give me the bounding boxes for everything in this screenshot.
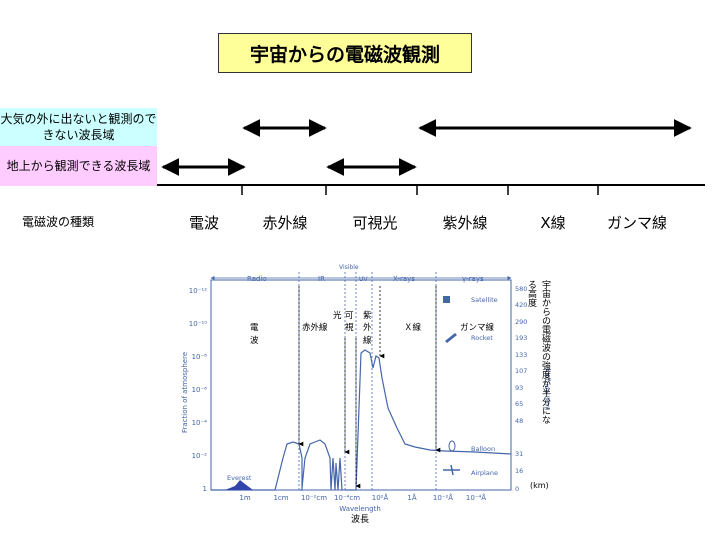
band-gamma: ガンマ線 xyxy=(606,214,668,232)
axis-label: 電磁波の種類 xyxy=(22,215,95,229)
svg-text:可: 可 xyxy=(345,311,354,321)
left-tick: 10⁻¹² xyxy=(189,287,207,295)
right-tick: 107 xyxy=(515,367,527,375)
svg-text:視: 視 xyxy=(345,322,354,333)
region-radio: Radio xyxy=(247,275,267,283)
everest-label: Everest xyxy=(227,474,252,482)
fig-jp-visible: 光 xyxy=(333,310,342,321)
x-tick: 10²Å xyxy=(372,493,389,502)
left-tick: 10⁻¹⁰ xyxy=(189,320,207,328)
fig-jp-radio-1: 電 xyxy=(250,323,259,333)
band-infrared: 赤外線 xyxy=(262,214,308,232)
platform-balloon: Balloon xyxy=(471,445,495,453)
page-title: 宇宙からの電磁波観測 xyxy=(218,33,472,73)
band-radio: 電波 xyxy=(188,214,220,232)
right-tick: 65 xyxy=(515,400,523,408)
left-tick: 10⁻² xyxy=(192,452,208,460)
x-tick: 1Å xyxy=(407,493,416,502)
right-tick: 420 xyxy=(515,301,527,309)
band-ultraviolet: 紫外線 xyxy=(442,214,488,232)
right-tick: 0 xyxy=(515,485,519,493)
left-axis-title: Fraction of atmosphere xyxy=(181,352,189,433)
fig-jp-gamma: ガンマ線 xyxy=(460,322,495,333)
rocket-icon xyxy=(445,333,457,343)
region-uv: UV xyxy=(359,276,368,283)
x-axis-title: Wavelength xyxy=(339,505,381,513)
everest-mountain xyxy=(225,480,253,490)
legend-space-only: 大気の外に出ないと観測のできない波長域 xyxy=(0,108,157,146)
airplane-icon xyxy=(443,464,460,476)
right-axis-title: Altitude (km) xyxy=(543,368,551,411)
fig-jp-xray: Ｘ線 xyxy=(404,322,422,333)
x-tick: 10⁻²Å xyxy=(433,493,453,502)
region-xrays: X-rays xyxy=(393,275,415,283)
band-visible: 可視光 xyxy=(352,214,398,232)
km-label: (km) xyxy=(530,481,549,490)
atmospheric-absorption-figure: Radio IR Visible UV X-rays γ-rays 10⁻¹² … xyxy=(181,264,551,525)
satellite-icon xyxy=(443,296,450,303)
x-tick: 10⁻⁴Å xyxy=(466,493,486,502)
region-visible: Visible xyxy=(339,264,359,271)
region-gamma: γ-rays xyxy=(462,275,484,283)
x-axis-jp: 波長 xyxy=(351,513,369,525)
x-tick: 1m xyxy=(239,494,250,502)
left-tick: 1 xyxy=(203,485,207,493)
left-tick: 10⁻⁶ xyxy=(192,386,208,394)
x-tick: 10⁻⁴cm xyxy=(334,494,360,502)
x-tick: 10⁻²cm xyxy=(301,494,327,502)
platform-airplane: Airplane xyxy=(471,469,498,477)
x-tick: 1cm xyxy=(273,494,288,502)
svg-text:線: 線 xyxy=(363,335,372,346)
right-tick: 290 xyxy=(515,318,527,326)
platform-rocket: Rocket xyxy=(471,334,493,342)
fig-jp-ir: 赤外線 xyxy=(302,322,328,333)
platform-satellite: Satellite xyxy=(471,296,498,304)
absorption-curve xyxy=(211,349,512,491)
right-tick: 193 xyxy=(515,334,527,342)
right-tick: 133 xyxy=(515,351,527,359)
left-tick: 10⁻⁸ xyxy=(192,353,208,361)
right-jp-column-2: る高度 xyxy=(526,280,537,308)
balloon-icon xyxy=(448,440,456,452)
region-ir: IR xyxy=(318,275,325,283)
band-xray: X線 xyxy=(540,214,566,232)
right-tick: 93 xyxy=(515,384,523,392)
svg-text:外: 外 xyxy=(363,322,372,333)
wavelength-range-diagram xyxy=(157,119,705,195)
legend-ground: 地上から観測できる波長域 xyxy=(0,146,157,186)
right-tick: 31 xyxy=(515,450,523,458)
right-tick: 16 xyxy=(515,467,523,475)
fig-jp-uv: 紫 xyxy=(363,311,372,321)
right-tick: 580 xyxy=(515,285,527,293)
right-jp-column-1: 宇宙からの電磁波の強度が半分にな xyxy=(540,279,551,424)
left-tick: 10⁻⁴ xyxy=(192,419,208,427)
fig-jp-radio-2: 波 xyxy=(250,335,259,346)
right-tick: 48 xyxy=(515,417,523,425)
